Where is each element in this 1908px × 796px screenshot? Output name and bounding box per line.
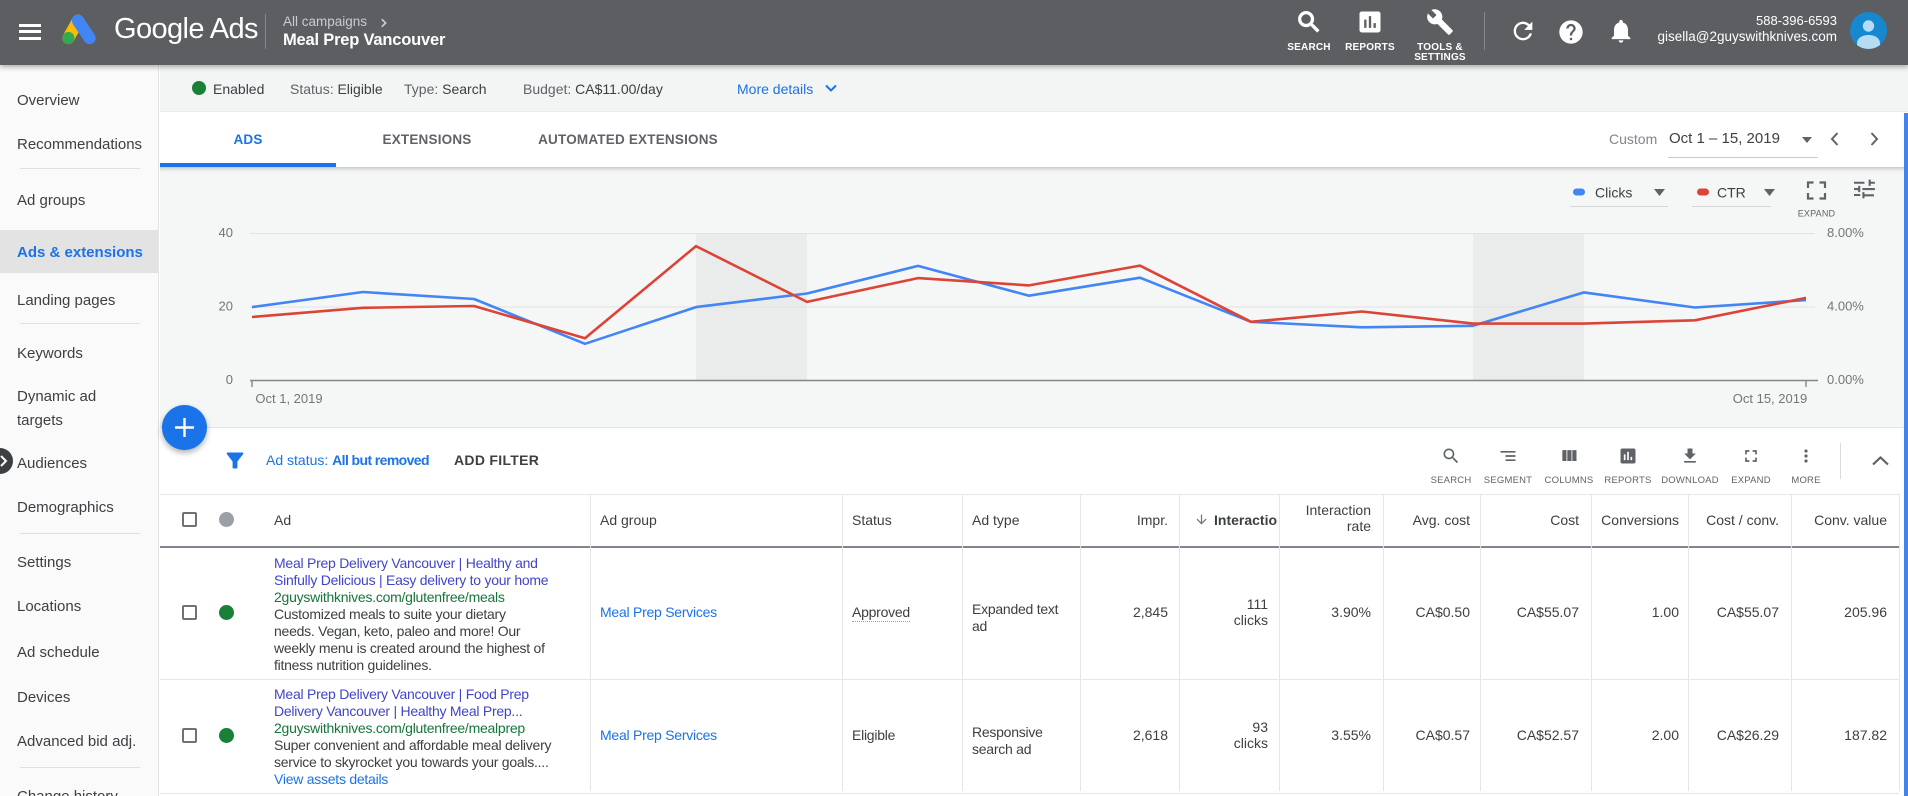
svg-text:20: 20	[219, 299, 233, 314]
svg-text:Clicks: Clicks	[1595, 185, 1632, 201]
svg-text:4.00%: 4.00%	[1827, 299, 1864, 314]
svg-text:8.00%: 8.00%	[1827, 225, 1864, 240]
svg-text:Oct 15, 2019: Oct 15, 2019	[1733, 391, 1807, 406]
svg-text:40: 40	[219, 225, 233, 240]
svg-text:EXPAND: EXPAND	[1798, 209, 1836, 219]
svg-text:0: 0	[226, 372, 233, 387]
svg-text:Oct 1, 2019: Oct 1, 2019	[255, 391, 322, 406]
svg-text:CTR: CTR	[1717, 185, 1746, 201]
svg-text:0.00%: 0.00%	[1827, 372, 1864, 387]
